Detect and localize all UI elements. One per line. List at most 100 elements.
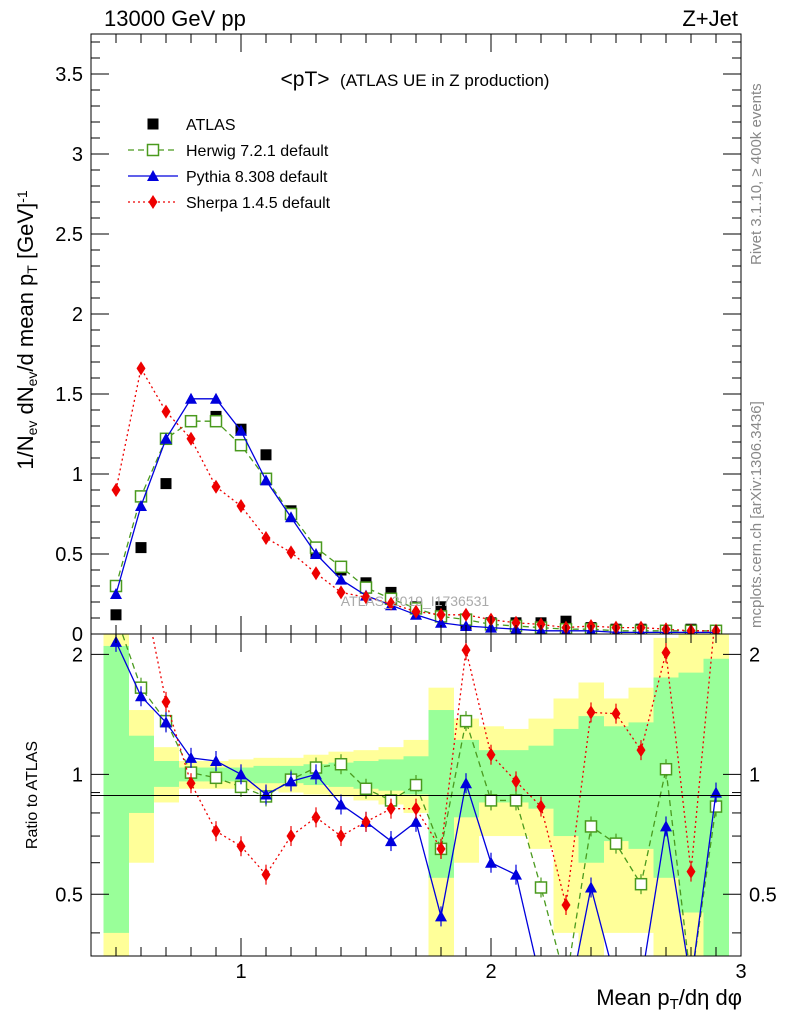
data-point-ratio <box>484 794 498 807</box>
y-tick-label: 2.5 <box>55 224 83 246</box>
ratio-band-green <box>128 735 154 813</box>
data-point-ratio <box>609 837 623 850</box>
ratio-y-tick-label-right: 0.5 <box>749 884 777 906</box>
data-point-ratio <box>386 801 396 816</box>
data-point-main <box>234 438 248 452</box>
series-line-main <box>115 366 716 632</box>
data-point-ratio <box>585 881 597 893</box>
data-point-atlas <box>385 586 397 598</box>
ratio-y-tick-label: 1 <box>72 764 83 786</box>
data-point-main <box>209 414 223 428</box>
ratio-band-green <box>103 645 129 933</box>
data-point-ratio <box>634 877 648 891</box>
ratio-band-green <box>378 759 404 791</box>
side-label-mcplots: mcplots.cern.ch [arXiv:1306.3436] <box>748 401 765 628</box>
legend-label: Herwig 7.2.1 default <box>186 143 329 160</box>
x-axis-label: Mean pT/dη dφ <box>596 985 742 1013</box>
data-point-ratio <box>261 867 271 882</box>
ratio-plot-series <box>110 423 723 988</box>
axis-ticks <box>91 34 742 956</box>
data-point-ratio <box>586 705 596 720</box>
data-point-ratio <box>209 771 223 785</box>
ratio-band-green <box>153 761 179 787</box>
data-point-ratio <box>712 602 721 616</box>
data-point-main <box>261 531 271 545</box>
ylabel-part: [GeV] <box>13 203 38 265</box>
data-point-main <box>310 548 322 559</box>
data-point-ratio <box>410 815 422 827</box>
side-label-rivet: Rivet 3.1.10, ≥ 400k events <box>748 83 765 265</box>
ratio-band-green <box>553 728 579 837</box>
ratio-band-green <box>578 716 604 863</box>
data-point-ratio <box>584 820 598 833</box>
data-point-ratio <box>659 762 673 776</box>
data-point-atlas <box>135 542 147 554</box>
data-point-main <box>211 479 221 494</box>
plot-title: <pT> (ATLAS UE in Z production) <box>281 68 550 91</box>
data-point-ratio <box>359 782 373 796</box>
data-point-ratio <box>137 572 146 586</box>
data-point-main <box>386 596 396 611</box>
data-point-ratio <box>361 814 371 829</box>
legend: ATLAS Herwig 7.2.1 default Pythia 8.308 de… <box>128 117 331 212</box>
data-point-main <box>136 361 146 376</box>
y-tick-label: 3 <box>72 144 83 166</box>
data-point-ratio <box>260 788 272 800</box>
legend-marker <box>147 118 159 130</box>
data-point-ratio <box>411 801 421 816</box>
ylabel-part: 1/N <box>13 435 38 469</box>
data-point-ratio <box>485 856 497 868</box>
data-point-ratio <box>135 690 147 702</box>
data-point-main <box>184 414 198 428</box>
y-tick-label: 2 <box>72 304 83 326</box>
data-point-ratio <box>160 716 172 728</box>
data-point-ratio <box>561 977 572 988</box>
data-point-main <box>285 511 297 523</box>
data-point-ratio <box>285 775 297 787</box>
data-point-main <box>511 615 521 630</box>
data-point-ratio <box>385 835 397 847</box>
data-point-main <box>135 500 147 511</box>
data-point-ratio <box>509 794 523 807</box>
data-point-ratio <box>709 800 723 813</box>
y-tick-label: 3.5 <box>55 64 83 86</box>
x-tick-label: 2 <box>485 961 496 983</box>
y-tick-label: 1 <box>72 464 83 486</box>
data-point-ratio <box>710 786 722 798</box>
ratio-y-axis-label: Ratio to ATLAS <box>24 741 41 849</box>
ylabel-sub: T <box>24 265 40 274</box>
data-point-ratio <box>112 423 121 437</box>
data-point-main <box>311 566 321 581</box>
data-point-main <box>110 588 122 599</box>
data-point-ratio <box>336 829 346 844</box>
data-point-ratio <box>335 798 347 810</box>
data-point-ratio <box>186 776 196 791</box>
legend-label: ATLAS <box>186 117 236 134</box>
data-point-ratio <box>310 768 322 780</box>
data-point-ratio <box>536 799 546 814</box>
plot-title-main: <pT> <box>281 68 330 91</box>
legend-label: Pythia 8.308 default <box>186 169 328 186</box>
data-point-main <box>235 424 247 436</box>
legend-marker <box>146 143 160 157</box>
data-point-ratio <box>334 757 348 771</box>
data-point-main <box>436 607 446 622</box>
data-point-ratio <box>535 977 547 988</box>
data-point-atlas <box>435 601 447 613</box>
data-point-main <box>334 560 348 574</box>
data-point-ratio <box>510 868 522 880</box>
header-right: Z+Jet <box>682 6 738 31</box>
data-point-main <box>111 483 121 497</box>
data-point-main <box>335 573 347 585</box>
data-point-main <box>336 585 346 600</box>
ratio-y-tick-label-right: 2 <box>749 644 760 666</box>
ratio-y-tick-label: 2 <box>72 644 83 666</box>
data-point-ratio <box>436 841 446 856</box>
data-point-ratio <box>486 747 496 762</box>
data-point-ratio <box>461 643 471 658</box>
xlabel-sub: T <box>670 996 679 1013</box>
ylabel-part: dN <box>13 386 38 420</box>
xlabel-part: Mean p <box>596 985 669 1010</box>
xlabel-part: /dη dφ <box>679 985 742 1010</box>
